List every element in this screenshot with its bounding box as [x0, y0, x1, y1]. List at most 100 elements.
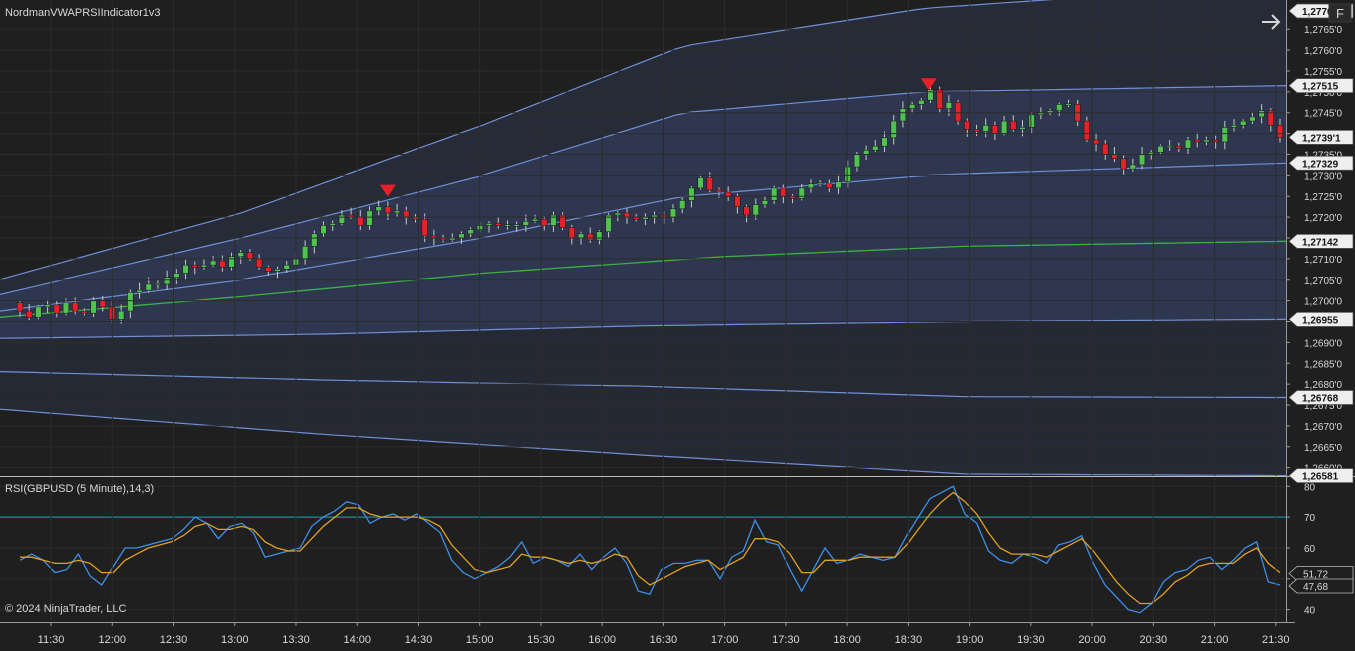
candle — [817, 179, 824, 187]
candle — [835, 174, 842, 194]
candle-body — [513, 224, 520, 227]
candle-body — [826, 183, 833, 189]
candle-body — [964, 120, 971, 130]
candle-body — [531, 218, 539, 222]
candle-body — [568, 227, 575, 239]
candle — [1212, 135, 1219, 149]
candle-body — [982, 125, 989, 132]
time-tick-label: 12:30 — [160, 634, 188, 646]
candle-body — [1230, 125, 1238, 128]
candle — [311, 230, 318, 254]
candle — [1120, 155, 1127, 176]
arrow-right-icon[interactable] — [1262, 14, 1281, 30]
time-tick-label: 11:30 — [38, 634, 65, 646]
chart-properties-button[interactable]: F — [1328, 3, 1352, 23]
candle-body — [1194, 139, 1201, 143]
time-tick-label: 19:30 — [1017, 634, 1045, 646]
candle — [798, 184, 805, 201]
indicator-title: NordmanVWAPRSIIndicator1v3 — [5, 7, 161, 19]
candle — [909, 101, 916, 114]
candle-body — [752, 204, 759, 216]
band-fill-outer-lower — [0, 319, 1286, 476]
candle-body — [725, 191, 732, 197]
candle — [200, 259, 208, 270]
price-marker-band: 1,27329 — [1288, 155, 1354, 171]
candle-body — [550, 214, 557, 226]
price-panel[interactable] — [0, 0, 1287, 477]
candle-body — [1000, 120, 1008, 134]
candle — [1184, 136, 1192, 155]
candle-body — [697, 177, 704, 189]
candle — [154, 279, 162, 289]
candle-body — [90, 300, 97, 314]
candle-body — [265, 266, 272, 272]
candle-body — [1249, 116, 1256, 122]
candle — [1230, 119, 1238, 132]
candle — [807, 179, 815, 193]
candle — [118, 304, 125, 324]
price-tick-label: 1,2670'0 — [1304, 422, 1342, 433]
candle-body — [807, 183, 815, 189]
price-tick-label: 1,2730'0 — [1304, 171, 1342, 182]
price-marker-label: 1,27515 — [1302, 82, 1339, 93]
candle-body — [375, 206, 382, 212]
time-tick-label: 18:30 — [895, 634, 923, 646]
candle — [283, 261, 290, 273]
candle — [550, 211, 557, 232]
candle-body — [844, 166, 851, 182]
candle-body — [1056, 104, 1063, 111]
candle — [265, 265, 272, 276]
candle — [495, 216, 502, 229]
price-tick-label: 1,2690'0 — [1304, 338, 1342, 349]
candle-body — [1138, 154, 1146, 166]
candle-body — [945, 102, 953, 109]
candle-body — [1221, 127, 1228, 143]
candle-body — [246, 252, 254, 260]
price-tick-label: 1,2725'0 — [1304, 192, 1342, 203]
candle — [44, 299, 51, 313]
candle-body — [228, 256, 235, 268]
candle — [881, 131, 888, 153]
price-marker-label: 1,26581 — [1302, 472, 1339, 483]
price-marker-band: 1,27142 — [1288, 233, 1354, 249]
candle — [35, 304, 42, 320]
candle-body — [835, 181, 842, 189]
candle — [936, 86, 943, 113]
price-tick-label: 1,2710'0 — [1304, 255, 1342, 266]
time-tick-label: 19:00 — [956, 634, 984, 646]
copyright-text: © 2024 NinjaTrader, LLC — [5, 603, 126, 615]
price-marker-label: 1,26955 — [1302, 315, 1339, 326]
candle-body — [734, 195, 741, 207]
rsi-marker-label: 47,68 — [1303, 582, 1328, 593]
candle — [1065, 99, 1072, 108]
rsi-panel[interactable] — [0, 485, 1286, 614]
price-tick-label: 1,2745'0 — [1304, 109, 1342, 120]
candle — [1258, 104, 1265, 124]
price-marker-band: 1,26581 — [1288, 468, 1354, 483]
candle-body — [164, 277, 171, 285]
candle — [982, 118, 989, 138]
candle-body — [614, 212, 621, 216]
candle-body — [918, 99, 925, 105]
candle-body — [743, 206, 750, 216]
candle — [136, 282, 143, 299]
candle — [338, 209, 345, 226]
candle — [1092, 132, 1100, 152]
time-tick-label: 17:30 — [772, 634, 800, 646]
candle-body — [393, 210, 401, 214]
candle-body — [1157, 145, 1164, 153]
rsi-marker: 51,72 — [1288, 566, 1354, 581]
candle — [1056, 102, 1063, 116]
candle — [513, 221, 520, 232]
candle-body — [200, 264, 208, 268]
price-tick-label: 1,2720'0 — [1304, 213, 1342, 224]
candle-body — [1111, 154, 1118, 159]
candle-body — [853, 154, 861, 168]
candle — [1267, 108, 1274, 132]
candle — [1028, 111, 1035, 134]
candle — [1010, 115, 1017, 132]
candle — [421, 213, 428, 243]
candle-body — [311, 233, 318, 247]
